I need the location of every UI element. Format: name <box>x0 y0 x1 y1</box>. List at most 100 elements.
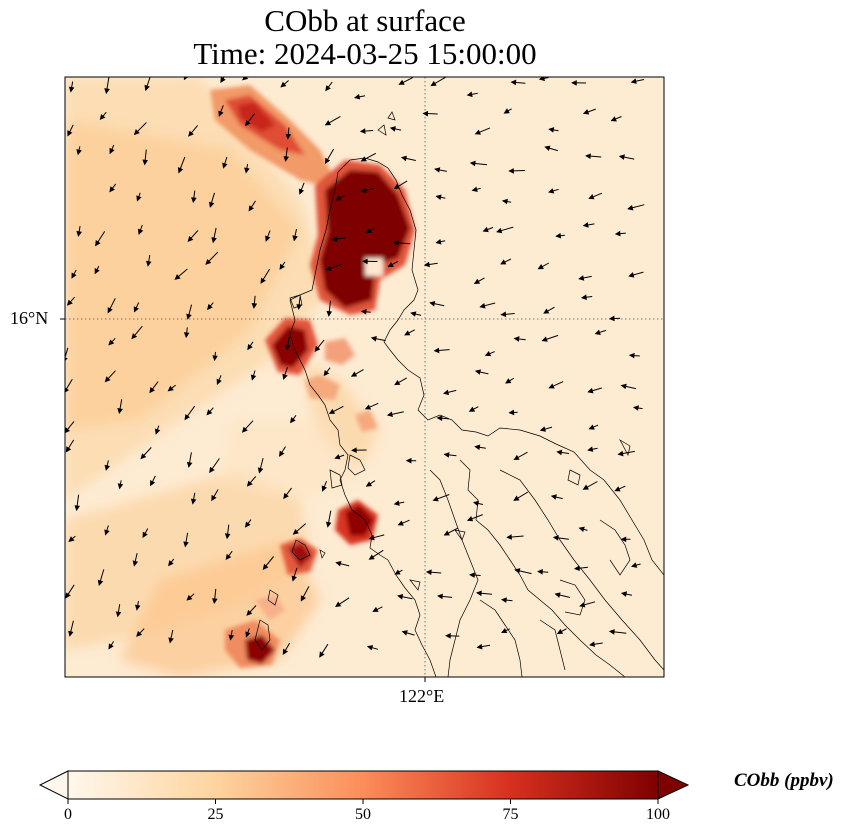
wind-vector-head <box>97 579 104 586</box>
wind-vector-head <box>556 628 564 635</box>
wind-vector-head <box>76 230 82 237</box>
wind-vector-head <box>585 153 591 159</box>
wind-vector-head <box>244 521 251 528</box>
wind-vector-head <box>404 330 411 336</box>
wind-vector-head <box>285 133 292 140</box>
wind-vector-head <box>422 110 429 117</box>
wind-vector-head <box>501 198 508 205</box>
wind-vector-head <box>115 611 122 618</box>
wind-vector-head <box>133 129 140 136</box>
wind-vector-head <box>104 529 110 536</box>
wind-vector-head <box>323 369 330 377</box>
wind-vector-head <box>190 498 197 505</box>
wind-vector-head <box>548 127 555 133</box>
wind-vector-head <box>443 452 450 458</box>
wind-vector-head <box>262 563 269 570</box>
wind-vector-head <box>314 345 321 352</box>
wind-vector-head <box>331 236 338 242</box>
wind-vector-head <box>508 168 514 174</box>
wind-vector-head <box>334 454 341 460</box>
wind-vector-head <box>466 516 474 522</box>
wind-vector-head <box>400 155 407 162</box>
wind-vector-head <box>260 277 266 284</box>
wind-vector-head <box>212 355 218 362</box>
wind-vector-head <box>132 560 139 567</box>
wind-vector-head <box>68 86 75 93</box>
map-title: CObb at surface Time: 2024-03-25 15:00:0… <box>65 4 665 70</box>
wind-vector-head <box>579 602 586 608</box>
wind-vector-head <box>620 536 627 543</box>
wind-vector-head <box>335 601 342 608</box>
title-line-2: Time: 2024-03-25 15:00:00 <box>193 36 537 71</box>
wind-vector-head <box>284 344 291 351</box>
wind-vector-head <box>434 167 441 173</box>
wind-vector-head <box>608 629 615 635</box>
wind-vector-head <box>469 160 476 167</box>
wind-vector-head <box>300 595 306 602</box>
wind-vector-head <box>433 347 440 354</box>
wind-vector-head <box>435 194 442 201</box>
wind-vector-head <box>430 80 437 87</box>
wind-vector-head <box>429 301 436 307</box>
wind-vector-head <box>372 606 379 612</box>
wind-vector-head <box>537 264 544 270</box>
wind-vector-head <box>631 562 638 568</box>
wind-vector-head <box>186 594 193 601</box>
wind-vector-head <box>538 77 545 82</box>
wind-vector-head <box>136 195 142 202</box>
wind-vector-head <box>582 109 590 115</box>
wind-vector-head <box>66 299 73 306</box>
wind-vector-head <box>513 336 520 342</box>
wind-vector-head <box>56 569 60 573</box>
wind-vector-head <box>71 272 77 279</box>
wind-vector-head <box>140 453 147 460</box>
wind-vector-head <box>188 130 194 137</box>
wind-vector-head <box>324 157 331 164</box>
wind-vector-head <box>474 444 481 451</box>
wind-vector-head <box>506 534 512 540</box>
wind-vector-head <box>68 536 75 543</box>
wind-vector-head <box>473 500 480 507</box>
wind-vector-head <box>245 120 251 127</box>
wind-vector-head <box>142 531 148 538</box>
wind-vector-head <box>145 260 152 267</box>
wind-vector <box>65 185 66 187</box>
wind-vector-head <box>361 258 368 265</box>
wind-vector-head <box>437 593 443 600</box>
wind-vector-head <box>500 627 508 634</box>
wind-vector-head <box>74 505 80 512</box>
colorbar <box>38 770 690 804</box>
wind-vector-head <box>225 553 232 560</box>
wind-vector-head <box>250 374 257 381</box>
wind-vector-head <box>550 494 557 500</box>
colorbar-label: CObb (ppbv) <box>734 770 834 791</box>
wind-vector-head <box>468 406 476 412</box>
wind-vector-head <box>505 378 512 384</box>
wind-vector-head <box>513 495 520 501</box>
wind-vector-head <box>541 336 548 342</box>
wind-vector-head <box>397 594 404 600</box>
wind-vector-head <box>137 228 144 235</box>
wind-vector-head <box>325 265 332 271</box>
wind-vector-head <box>610 116 617 122</box>
wind-vector-head <box>283 156 289 163</box>
wind-vector-head <box>187 235 194 243</box>
wind-vector-head <box>282 648 289 655</box>
wind-vector-head <box>482 226 489 233</box>
wind-vector-head <box>326 310 333 317</box>
colorbar-tick-75: 75 <box>502 806 519 823</box>
wind-vector-head <box>401 630 408 636</box>
wind-vector-head <box>510 79 517 86</box>
wind-vector-head <box>350 371 358 377</box>
wind-vector-head <box>319 651 325 658</box>
wind-vector-head <box>364 404 372 410</box>
wind-vector-head <box>587 446 594 452</box>
wind-vector-head <box>398 79 405 85</box>
wind-vector-head <box>212 598 218 604</box>
wind-vector-head <box>257 467 264 474</box>
wind-vector-head <box>335 561 342 567</box>
wind-vector-head <box>168 560 174 567</box>
wind-vector-head <box>539 426 547 432</box>
wind-vector-head <box>142 159 148 166</box>
